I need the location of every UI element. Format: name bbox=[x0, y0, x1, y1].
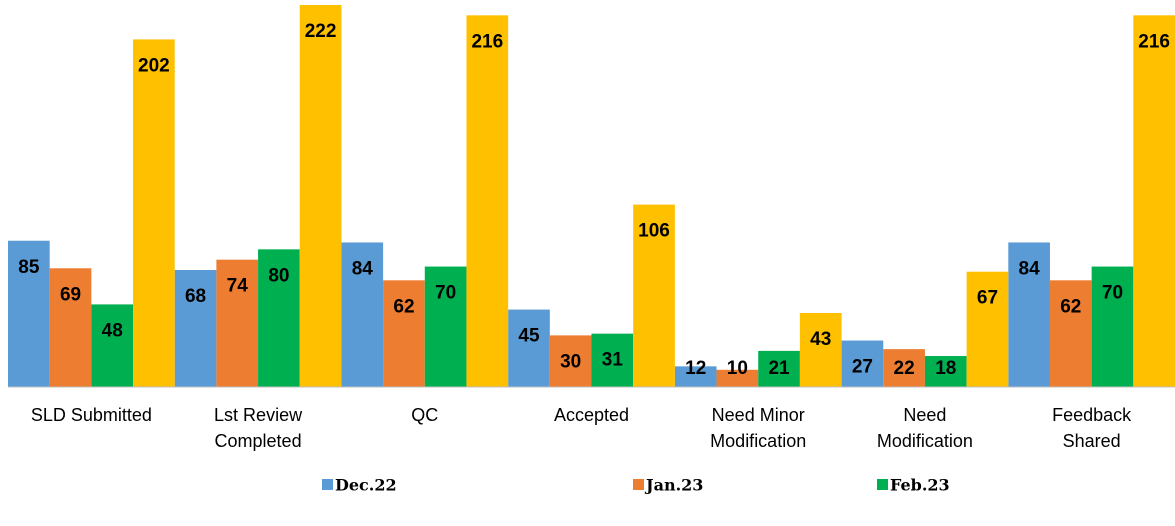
value-label: 106 bbox=[638, 221, 670, 242]
legend-label: Jan.23 bbox=[644, 476, 703, 495]
x-tick-label: Need Modification bbox=[876, 405, 973, 451]
bar bbox=[424, 266, 467, 387]
value-label: 45 bbox=[518, 326, 540, 347]
value-label: 216 bbox=[471, 31, 503, 52]
bar bbox=[841, 340, 884, 387]
bar bbox=[383, 280, 425, 387]
bar bbox=[174, 269, 217, 387]
x-tick-label: Lst Review Completed bbox=[214, 405, 303, 451]
value-label: 84 bbox=[352, 258, 374, 279]
bar bbox=[8, 240, 50, 387]
bar bbox=[966, 271, 1009, 387]
value-label: 43 bbox=[810, 329, 831, 350]
bar bbox=[799, 313, 842, 387]
bar bbox=[1091, 266, 1134, 387]
value-label: 22 bbox=[894, 358, 915, 379]
x-tick-label: SLD Submitted bbox=[30, 405, 152, 425]
x-tick-label: Feedback Shared bbox=[1052, 405, 1132, 451]
value-label: 21 bbox=[768, 358, 790, 379]
legend-swatch bbox=[877, 479, 888, 490]
legend-swatch bbox=[633, 479, 644, 490]
bar bbox=[924, 356, 967, 387]
bar bbox=[758, 350, 800, 387]
bar bbox=[299, 5, 342, 387]
bar bbox=[883, 349, 925, 387]
value-label: 27 bbox=[852, 357, 873, 378]
value-label: 62 bbox=[393, 296, 414, 317]
bar bbox=[508, 309, 550, 387]
bar bbox=[716, 369, 759, 387]
bar bbox=[216, 259, 259, 387]
value-label: 62 bbox=[1060, 296, 1081, 317]
value-label: 31 bbox=[602, 350, 624, 371]
bar bbox=[466, 15, 509, 388]
bar bbox=[1133, 15, 1175, 388]
value-label: 69 bbox=[60, 284, 81, 305]
value-label: 12 bbox=[685, 358, 706, 379]
bar bbox=[591, 333, 634, 387]
value-label: 48 bbox=[102, 320, 123, 341]
value-label: 222 bbox=[305, 21, 337, 42]
bar bbox=[91, 304, 134, 387]
bar bbox=[633, 204, 675, 387]
bar bbox=[258, 249, 300, 387]
legend-swatch bbox=[322, 479, 333, 490]
value-label: 84 bbox=[1019, 258, 1041, 279]
value-label: 30 bbox=[560, 351, 581, 372]
value-label: 85 bbox=[18, 257, 40, 278]
value-label: 10 bbox=[727, 358, 748, 379]
value-label: 67 bbox=[977, 288, 998, 309]
x-tick-label: Need Minor Modification bbox=[710, 405, 807, 451]
bar bbox=[549, 335, 592, 387]
legend-label: Dec.22 bbox=[335, 476, 397, 495]
legend-label: Feb.23 bbox=[890, 476, 950, 495]
bar bbox=[341, 242, 384, 387]
value-label: 216 bbox=[1138, 31, 1170, 52]
value-label: 70 bbox=[435, 283, 456, 304]
value-label: 202 bbox=[138, 55, 170, 76]
bar bbox=[133, 39, 175, 387]
bar bbox=[49, 268, 92, 387]
value-label: 74 bbox=[227, 276, 249, 297]
value-label: 18 bbox=[935, 358, 956, 379]
x-tick-label: QC bbox=[411, 405, 439, 425]
x-tick-label: Accepted bbox=[553, 405, 630, 425]
value-label: 70 bbox=[1102, 283, 1123, 304]
bar bbox=[1008, 242, 1050, 387]
bar bbox=[674, 366, 717, 387]
bar bbox=[1049, 280, 1092, 387]
value-label: 80 bbox=[268, 265, 289, 286]
value-label: 68 bbox=[185, 286, 206, 307]
